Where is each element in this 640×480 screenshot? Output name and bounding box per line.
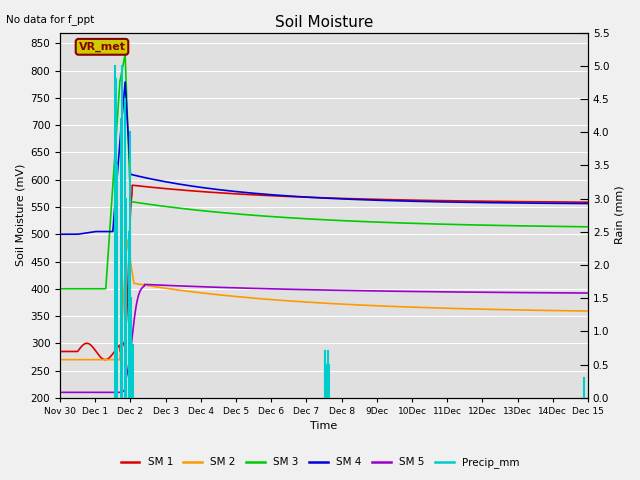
Title: Soil Moisture: Soil Moisture xyxy=(275,15,373,30)
Legend: SM 1, SM 2, SM 3, SM 4, SM 5, Precip_mm: SM 1, SM 2, SM 3, SM 4, SM 5, Precip_mm xyxy=(116,453,524,472)
X-axis label: Time: Time xyxy=(310,421,338,432)
Text: VR_met: VR_met xyxy=(79,42,125,52)
Y-axis label: Soil Moisture (mV): Soil Moisture (mV) xyxy=(15,164,25,266)
Y-axis label: Rain (mm): Rain (mm) xyxy=(615,186,625,244)
Text: No data for f_ppt: No data for f_ppt xyxy=(6,14,95,25)
